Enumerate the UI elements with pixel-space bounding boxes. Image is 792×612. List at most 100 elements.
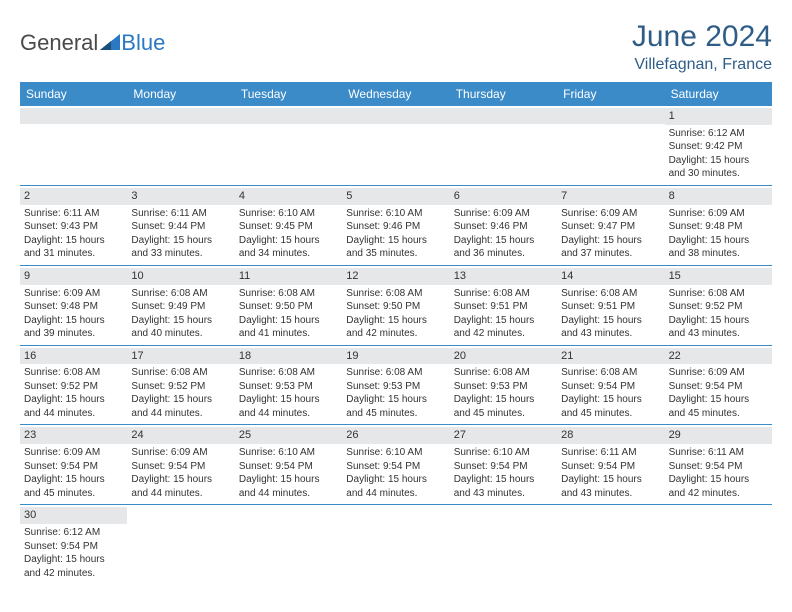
day-number: 28 — [557, 427, 664, 444]
day-number: 27 — [450, 427, 557, 444]
day-number: 10 — [127, 268, 234, 285]
weekday-label: Friday — [557, 82, 664, 106]
daylight-text-2: and 30 minutes. — [669, 167, 768, 181]
daylight-text-2: and 44 minutes. — [239, 407, 338, 421]
day-cell: 22Sunrise: 6:09 AMSunset: 9:54 PMDayligh… — [665, 346, 772, 425]
day-cell: 10Sunrise: 6:08 AMSunset: 9:49 PMDayligh… — [127, 266, 234, 345]
daylight-text-2: and 43 minutes. — [561, 487, 660, 501]
day-cell: 6Sunrise: 6:09 AMSunset: 9:46 PMDaylight… — [450, 186, 557, 265]
daylight-text-2: and 42 minutes. — [669, 487, 768, 501]
title-block: June 2024 Villefagnan, France — [632, 20, 772, 74]
sunset-text: Sunset: 9:50 PM — [239, 300, 338, 314]
day-cell: 17Sunrise: 6:08 AMSunset: 9:52 PMDayligh… — [127, 346, 234, 425]
sunset-text: Sunset: 9:46 PM — [346, 220, 445, 234]
sunset-text: Sunset: 9:52 PM — [131, 380, 230, 394]
daylight-text-1: Daylight: 15 hours — [24, 234, 123, 248]
day-cell: 18Sunrise: 6:08 AMSunset: 9:53 PMDayligh… — [235, 346, 342, 425]
daylight-text-2: and 42 minutes. — [24, 567, 123, 581]
day-number — [450, 108, 557, 124]
day-cell: 5Sunrise: 6:10 AMSunset: 9:46 PMDaylight… — [342, 186, 449, 265]
daylight-text-1: Daylight: 15 hours — [561, 234, 660, 248]
daylight-text-2: and 40 minutes. — [131, 327, 230, 341]
day-cell: 26Sunrise: 6:10 AMSunset: 9:54 PMDayligh… — [342, 425, 449, 504]
daylight-text-1: Daylight: 15 hours — [346, 314, 445, 328]
day-cell: 24Sunrise: 6:09 AMSunset: 9:54 PMDayligh… — [127, 425, 234, 504]
daylight-text-1: Daylight: 15 hours — [454, 473, 553, 487]
week-row: 1Sunrise: 6:12 AMSunset: 9:42 PMDaylight… — [20, 106, 772, 186]
daylight-text-1: Daylight: 15 hours — [561, 473, 660, 487]
day-number: 6 — [450, 188, 557, 205]
weekday-label: Tuesday — [235, 82, 342, 106]
day-number: 25 — [235, 427, 342, 444]
daylight-text-2: and 42 minutes. — [346, 327, 445, 341]
daylight-text-2: and 45 minutes. — [669, 407, 768, 421]
day-cell — [235, 505, 342, 584]
sunrise-text: Sunrise: 6:12 AM — [24, 526, 123, 540]
sunrise-text: Sunrise: 6:08 AM — [346, 366, 445, 380]
daylight-text-2: and 36 minutes. — [454, 247, 553, 261]
sunrise-text: Sunrise: 6:10 AM — [454, 446, 553, 460]
sunset-text: Sunset: 9:54 PM — [669, 460, 768, 474]
daylight-text-2: and 43 minutes. — [454, 487, 553, 501]
daylight-text-1: Daylight: 15 hours — [131, 234, 230, 248]
day-cell: 28Sunrise: 6:11 AMSunset: 9:54 PMDayligh… — [557, 425, 664, 504]
day-number: 3 — [127, 188, 234, 205]
day-cell — [450, 505, 557, 584]
sunrise-text: Sunrise: 6:10 AM — [346, 207, 445, 221]
day-cell — [342, 505, 449, 584]
sunset-text: Sunset: 9:48 PM — [24, 300, 123, 314]
daylight-text-2: and 38 minutes. — [669, 247, 768, 261]
sunset-text: Sunset: 9:46 PM — [454, 220, 553, 234]
sunrise-text: Sunrise: 6:09 AM — [454, 207, 553, 221]
day-cell — [127, 505, 234, 584]
daylight-text-1: Daylight: 15 hours — [131, 393, 230, 407]
sunset-text: Sunset: 9:49 PM — [131, 300, 230, 314]
sunset-text: Sunset: 9:47 PM — [561, 220, 660, 234]
daylight-text-1: Daylight: 15 hours — [24, 393, 123, 407]
weeks-container: 1 Sunrise: 6:12 AM Sunset: 9:42 PM Daylight… — [20, 106, 772, 584]
day-number: 1 — [665, 108, 772, 125]
daylight-text-2: and 43 minutes. — [561, 327, 660, 341]
sunrise-text: Sunrise: 6:11 AM — [669, 446, 768, 460]
day-number: 19 — [342, 348, 449, 365]
sunset-text: Sunset: 9:52 PM — [669, 300, 768, 314]
day-number: 29 — [665, 427, 772, 444]
daylight-text-1: Daylight: 15 hours — [669, 473, 768, 487]
sunrise-text: Sunrise: 6:11 AM — [131, 207, 230, 221]
logo-text-blue: Blue — [121, 30, 165, 56]
day-cell: 27Sunrise: 6:10 AMSunset: 9:54 PMDayligh… — [450, 425, 557, 504]
daylight-text-1: Daylight: 15 hours — [346, 473, 445, 487]
sunrise-text: Sunrise: 6:08 AM — [454, 287, 553, 301]
daylight-text-2: and 44 minutes. — [131, 487, 230, 501]
daylight-text-2: and 44 minutes. — [24, 407, 123, 421]
daylight-text-2: and 41 minutes. — [239, 327, 338, 341]
sunset-text: Sunset: 9:48 PM — [669, 220, 768, 234]
daylight-text-1: Daylight: 15 hours — [24, 553, 123, 567]
calendar: SundayMondayTuesdayWednesdayThursdayFrid… — [20, 82, 772, 584]
day-cell: 12Sunrise: 6:08 AMSunset: 9:50 PMDayligh… — [342, 266, 449, 345]
weekday-label: Wednesday — [342, 82, 449, 106]
daylight-text-1: Daylight: 15 hours — [454, 314, 553, 328]
day-cell — [235, 106, 342, 185]
sunrise-text: Sunrise: 6:08 AM — [561, 366, 660, 380]
day-cell — [450, 106, 557, 185]
day-number: 17 — [127, 348, 234, 365]
day-cell: 8Sunrise: 6:09 AMSunset: 9:48 PMDaylight… — [665, 186, 772, 265]
day-number: 18 — [235, 348, 342, 365]
sunset-text: Sunset: 9:42 PM — [669, 140, 768, 154]
day-number: 12 — [342, 268, 449, 285]
daylight-text-1: Daylight: 15 hours — [669, 314, 768, 328]
daylight-text-2: and 35 minutes. — [346, 247, 445, 261]
daylight-text-1: Daylight: 15 hours — [24, 473, 123, 487]
day-number: 15 — [665, 268, 772, 285]
day-cell: 13Sunrise: 6:08 AMSunset: 9:51 PMDayligh… — [450, 266, 557, 345]
daylight-text-2: and 33 minutes. — [131, 247, 230, 261]
day-cell: 25Sunrise: 6:10 AMSunset: 9:54 PMDayligh… — [235, 425, 342, 504]
day-number: 24 — [127, 427, 234, 444]
day-cell — [127, 106, 234, 185]
day-cell: 11Sunrise: 6:08 AMSunset: 9:50 PMDayligh… — [235, 266, 342, 345]
day-cell — [557, 106, 664, 185]
daylight-text-2: and 45 minutes. — [346, 407, 445, 421]
sunrise-text: Sunrise: 6:09 AM — [669, 366, 768, 380]
day-number: 5 — [342, 188, 449, 205]
